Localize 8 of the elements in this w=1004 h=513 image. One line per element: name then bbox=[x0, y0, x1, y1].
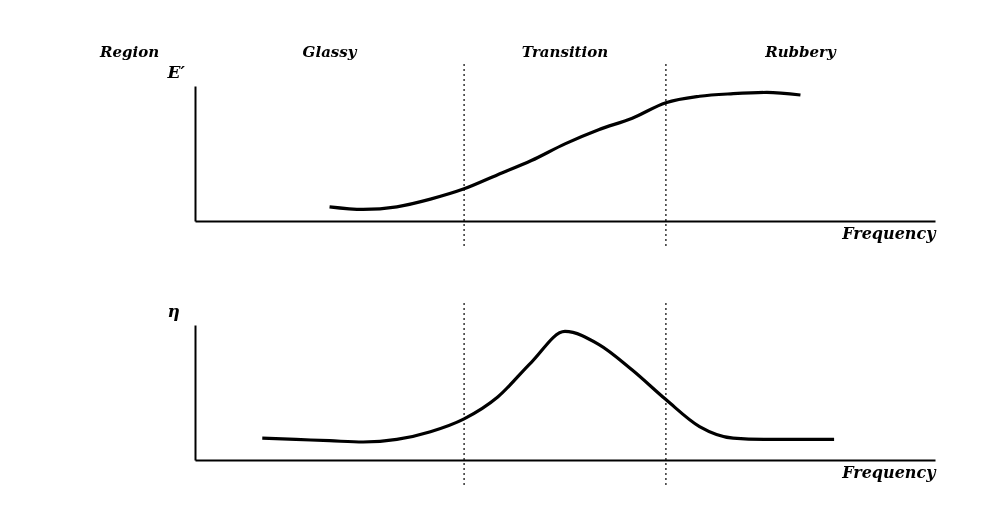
text: Region bbox=[99, 43, 160, 61]
x-axis-title: Frequency bbox=[841, 223, 938, 243]
x-axis-title: Frequency bbox=[841, 462, 938, 482]
y-axis-title: E′ bbox=[166, 61, 186, 82]
text: Rubbery bbox=[764, 43, 837, 61]
y-axis-title: η bbox=[167, 300, 180, 321]
text: Transition bbox=[521, 43, 609, 61]
text: Glassy bbox=[302, 43, 358, 61]
